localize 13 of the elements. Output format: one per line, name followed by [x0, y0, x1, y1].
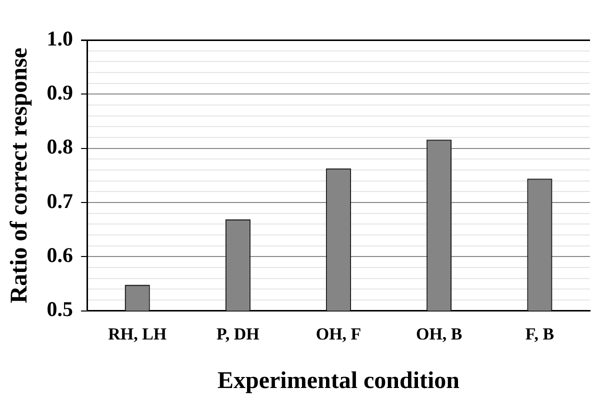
- x-axis-title: Experimental condition: [218, 368, 460, 394]
- y-tick-label: 0.9: [46, 80, 74, 105]
- y-tick-label: 0.6: [46, 243, 74, 268]
- y-tick-label: 0.7: [46, 188, 74, 213]
- x-tick-label: P, DH: [216, 324, 260, 344]
- y-tick-label: 0.8: [46, 134, 74, 159]
- x-tick-label: RH, LH: [108, 324, 167, 344]
- x-tick-label: F, B: [525, 324, 554, 344]
- x-tick-label: OH, B: [416, 324, 462, 344]
- x-tick-label: OH, F: [316, 324, 362, 344]
- y-tick-label: 0.5: [46, 297, 74, 322]
- y-tick-label: 1.0: [46, 26, 74, 50]
- y-axis-title: Ratio of correct response: [6, 47, 33, 304]
